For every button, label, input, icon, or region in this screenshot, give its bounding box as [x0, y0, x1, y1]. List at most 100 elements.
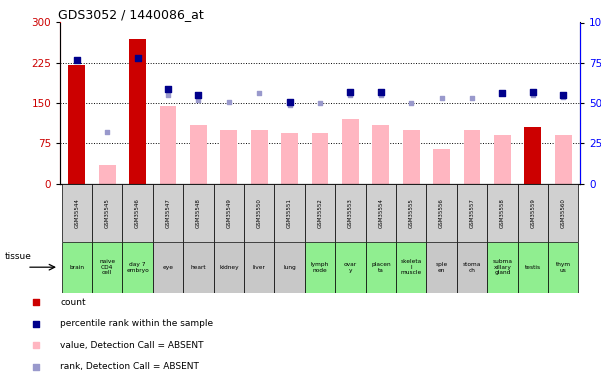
Bar	[517, 242, 548, 292]
Text: ovar
y: ovar y	[344, 262, 357, 273]
Text: sple
en: sple en	[436, 262, 448, 273]
Text: skeleta
l
muscle: skeleta l muscle	[401, 259, 422, 276]
Text: GSM35556: GSM35556	[439, 198, 444, 228]
Bar	[548, 242, 578, 292]
Text: lung: lung	[283, 265, 296, 270]
Point	[528, 89, 538, 95]
Bar	[487, 184, 517, 242]
Bar	[153, 242, 183, 292]
Text: liver: liver	[253, 265, 266, 270]
Point	[346, 92, 355, 98]
Point	[376, 89, 386, 95]
Bar	[373, 124, 389, 184]
Bar	[312, 133, 328, 184]
Text: GSM35549: GSM35549	[227, 198, 231, 228]
Text: GSM35551: GSM35551	[287, 198, 292, 228]
Text: GSM35547: GSM35547	[165, 198, 171, 228]
Bar	[99, 165, 115, 184]
Text: lymph
node: lymph node	[311, 262, 329, 273]
Bar	[365, 184, 396, 242]
Point	[558, 94, 568, 100]
Text: naive
CD4
cell: naive CD4 cell	[99, 259, 115, 276]
Point	[467, 95, 477, 101]
Text: GSM35553: GSM35553	[348, 198, 353, 228]
Bar	[555, 135, 572, 184]
Bar	[123, 242, 153, 292]
Bar	[275, 184, 305, 242]
Text: heart: heart	[191, 265, 206, 270]
Bar	[213, 184, 244, 242]
Bar	[335, 242, 365, 292]
Text: placen
ta: placen ta	[371, 262, 391, 273]
Bar	[62, 184, 92, 242]
Bar	[305, 242, 335, 292]
Text: kidney: kidney	[219, 265, 239, 270]
Bar	[487, 242, 517, 292]
Text: rank, Detection Call = ABSENT: rank, Detection Call = ABSENT	[60, 362, 199, 371]
Text: brain: brain	[69, 265, 84, 270]
Text: GSM35559: GSM35559	[530, 198, 535, 228]
Point	[528, 92, 538, 98]
Point	[558, 92, 568, 98]
Bar	[183, 184, 213, 242]
Bar	[281, 133, 298, 184]
Text: GSM35554: GSM35554	[379, 198, 383, 228]
Bar	[403, 130, 419, 184]
Bar	[305, 184, 335, 242]
Point	[346, 89, 355, 95]
Bar	[251, 130, 267, 184]
Bar	[123, 184, 153, 242]
Point	[194, 97, 203, 103]
Bar	[190, 124, 207, 184]
Bar	[129, 39, 146, 184]
Bar	[433, 149, 450, 184]
Bar	[396, 184, 427, 242]
Bar	[548, 184, 578, 242]
Bar	[457, 242, 487, 292]
Bar	[525, 128, 542, 184]
Text: thym
us: thym us	[556, 262, 571, 273]
Point	[498, 90, 507, 96]
Point	[376, 92, 386, 98]
Point	[254, 90, 264, 96]
Text: GSM35555: GSM35555	[409, 198, 413, 228]
Bar	[427, 184, 457, 242]
Point	[285, 102, 294, 108]
Text: GSM35560: GSM35560	[561, 198, 566, 228]
Text: day 7
embryo: day 7 embryo	[126, 262, 149, 273]
Point	[406, 100, 416, 106]
Text: percentile rank within the sample: percentile rank within the sample	[60, 320, 213, 328]
Bar	[464, 130, 480, 184]
Bar	[244, 242, 275, 292]
Point	[285, 99, 294, 105]
Bar	[153, 184, 183, 242]
Point	[31, 299, 41, 305]
Bar	[62, 242, 92, 292]
Bar	[335, 184, 365, 242]
Text: GSM35545: GSM35545	[105, 198, 110, 228]
Text: GSM35557: GSM35557	[469, 198, 475, 228]
Bar	[213, 242, 244, 292]
Bar	[244, 184, 275, 242]
Text: testis: testis	[525, 265, 541, 270]
Point	[315, 100, 325, 106]
Bar	[69, 66, 85, 184]
Point	[31, 364, 41, 370]
Text: GDS3052 / 1440086_at: GDS3052 / 1440086_at	[58, 8, 203, 21]
Bar	[275, 242, 305, 292]
Text: GSM35544: GSM35544	[75, 198, 79, 228]
Text: GSM35548: GSM35548	[196, 198, 201, 228]
Bar	[183, 242, 213, 292]
Text: GSM35558: GSM35558	[500, 198, 505, 228]
Text: GSM35550: GSM35550	[257, 198, 261, 228]
Bar	[221, 130, 237, 184]
Bar	[160, 106, 176, 184]
Text: count: count	[60, 298, 86, 307]
Bar	[427, 242, 457, 292]
Bar	[342, 119, 359, 184]
Point	[102, 129, 112, 135]
Point	[133, 55, 142, 61]
Text: subma
xillary
gland: subma xillary gland	[492, 259, 513, 276]
Point	[498, 90, 507, 96]
Point	[224, 99, 234, 105]
